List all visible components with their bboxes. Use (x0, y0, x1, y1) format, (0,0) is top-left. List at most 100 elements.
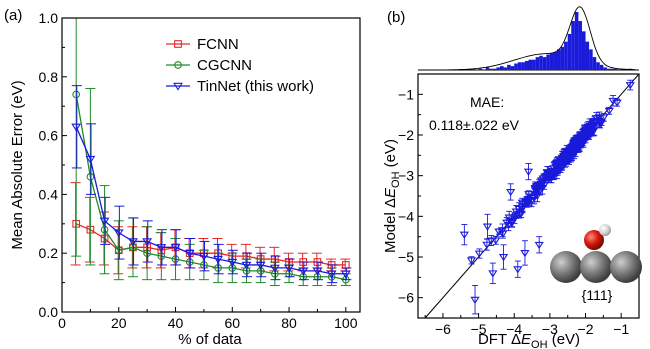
series-line (75, 94, 346, 281)
histogram-bar (517, 62, 522, 70)
histogram-bar (521, 62, 525, 70)
data-point (498, 230, 508, 238)
data-point (213, 255, 223, 264)
data-point (242, 266, 251, 275)
data-point (171, 255, 180, 263)
data-point (255, 261, 266, 270)
data-point (114, 246, 123, 255)
data-point (85, 155, 96, 164)
data-point (228, 264, 237, 272)
data-point (100, 225, 109, 234)
data-point (241, 261, 252, 270)
data-point (506, 188, 516, 197)
data-point (491, 237, 501, 245)
panel-a-series-group (70, 18, 352, 287)
histogram-bar (535, 57, 540, 70)
data-point (488, 270, 498, 278)
panel-b-label: (b) (387, 9, 405, 26)
histogram-bar (581, 31, 586, 70)
histogram-bar (553, 51, 558, 70)
histogram-fit-curve (425, 6, 636, 71)
histogram-bar (510, 66, 515, 70)
panel-a-label: (a) (4, 7, 22, 24)
x-tick-label: 0 (58, 315, 66, 331)
histogram-bar (574, 12, 579, 70)
histogram-bar (560, 46, 565, 70)
data-point (71, 123, 82, 132)
panel-b-points (459, 79, 635, 315)
data-point (129, 243, 137, 252)
histogram-bar (599, 64, 604, 70)
histogram-bar (571, 21, 575, 70)
data-point (113, 229, 124, 238)
histogram-bar (485, 67, 490, 70)
histogram-bar (546, 54, 550, 70)
data-point (298, 267, 309, 276)
data-point (143, 249, 151, 258)
data-point (340, 270, 351, 279)
histogram-bar (528, 59, 533, 70)
metal-atom (550, 251, 582, 283)
data-point (184, 250, 195, 258)
x-tick-label: −2 (578, 321, 594, 337)
data-point (256, 266, 265, 275)
y-tick-label: −5 (398, 249, 414, 265)
data-point (466, 257, 477, 265)
data-point (185, 258, 194, 266)
data-point (513, 266, 523, 274)
histogram-bar (596, 62, 600, 70)
data-point (227, 258, 238, 267)
histogram-bar (610, 68, 615, 70)
data-point (269, 264, 280, 273)
data-point (459, 231, 469, 239)
panel-b-xlabel: DFT ΔEOH (eV) (478, 331, 580, 349)
x-tick-label: −3 (542, 321, 558, 337)
data-point (199, 252, 209, 261)
data-point (604, 107, 614, 116)
histogram-bar (514, 63, 518, 70)
panel-a-ticks: 0 20 40 60 80 100 0.0 0.2 0.4 0.6 0.8 1.0 (39, 10, 358, 331)
data-point (595, 120, 605, 128)
x-tick-label: 60 (224, 315, 240, 331)
data-point (498, 254, 509, 262)
panel-a-plot-frame (61, 17, 361, 313)
y-tick-label: −6 (398, 290, 414, 306)
data-point (497, 227, 508, 235)
data-point (99, 217, 110, 226)
oxygen-atom (584, 230, 604, 250)
y-tick-label: 0.4 (39, 186, 59, 202)
histogram-bar (492, 68, 497, 70)
data-point (539, 182, 549, 190)
data-point (271, 269, 279, 278)
mae-value: 0.118±.022 eV (429, 117, 520, 133)
data-point (486, 237, 496, 245)
mae-label: MAE: (470, 94, 504, 110)
panel-b-plot-frame (417, 73, 640, 319)
histogram-bar (542, 57, 547, 70)
data-point (170, 244, 181, 252)
histogram-bar (524, 60, 529, 70)
facet-label: {111} (582, 287, 613, 303)
histogram-bar (578, 21, 582, 70)
metal-atom (610, 251, 642, 283)
histogram-bar (503, 67, 508, 70)
panel-a: (a) Mean Absolute Error (eV) % of data 0… (4, 7, 361, 348)
legend-marker (174, 61, 182, 69)
series-tinnet (71, 85, 352, 284)
histogram-bar (592, 57, 597, 70)
histogram-bar (589, 49, 593, 70)
x-tick-label: −4 (506, 321, 522, 337)
histogram-bar (603, 67, 607, 70)
data-point (523, 168, 534, 176)
y-tick-label: 0.0 (39, 304, 59, 320)
oh-on-111-illustration: {111} (550, 224, 642, 303)
metal-atom (580, 251, 612, 283)
panel-b: (b) −6 −5 −4 −3 −2 −1 −6 −5 −4 −3 −2 −1 MAE: 0.118±… (382, 6, 642, 349)
data-point (503, 221, 514, 230)
y-tick-label: 0.2 (39, 245, 59, 261)
data-point (534, 241, 544, 250)
data-point (599, 114, 609, 122)
data-point (612, 99, 622, 107)
y-tick-label: −2 (398, 127, 414, 143)
panel-a-ylabel: Mean Absolute Error (eV) (9, 80, 26, 249)
